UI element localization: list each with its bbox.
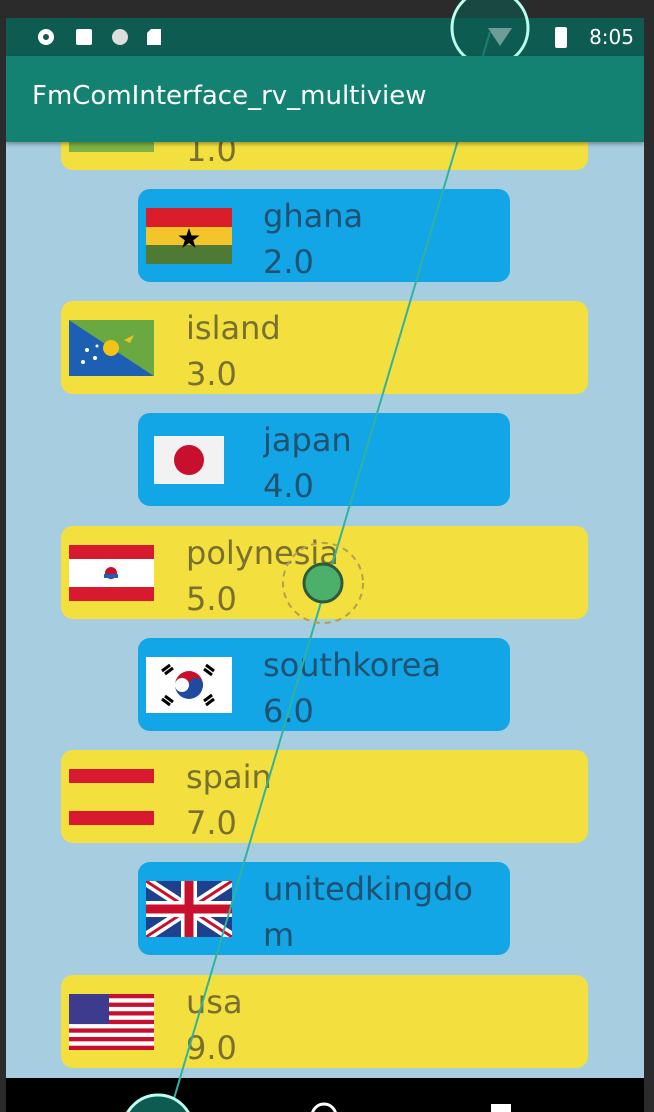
item-name: usa [186,983,243,1021]
item-value: 2.0 [263,243,314,281]
recycler-list: 1.0 ghana 2.0 island 3.0 japan 4.0 polynesi… [6,142,644,1078]
flag [146,881,232,937]
item-value: 9.0 [186,1029,237,1067]
status-bar: 8:05 [6,18,644,56]
item-name: southkorea [263,646,442,684]
flag [69,320,154,376]
list-item[interactable]: usa 9.0 [61,975,588,1068]
list-item[interactable]: unitedkingdom8.0 [138,862,510,955]
list-item[interactable]: ghana 2.0 [138,189,510,282]
item-value: 6.0 [263,692,314,730]
flag [146,657,232,713]
screen: 8:05 FmComInterface_rv_multiview 1.0 gha… [6,18,644,1112]
nav-icons [311,1102,511,1112]
app-title: FmComInterface_rv_multiview [32,81,427,111]
item-name: polynesia [186,534,339,572]
list-item[interactable]: japan 4.0 [138,413,510,506]
list-item[interactable]: spain 7.0 [61,750,588,843]
flag [69,545,154,601]
flag [154,436,224,484]
item-name: spain [186,758,272,796]
list-item[interactable]: southkorea 6.0 [138,638,510,731]
item-value: 7.0 [186,804,237,842]
list-item[interactable]: polynesia 5.0 [61,526,588,619]
item-name: unitedkingdom [263,870,473,954]
navigation-bar [6,1078,644,1112]
app-bar: FmComInterface_rv_multiview [6,56,644,142]
flag [69,994,154,1050]
item-name: island [186,309,281,347]
flag [146,208,232,264]
status-icons [38,29,161,45]
list-item[interactable]: island 3.0 [61,301,588,394]
item-value: 5.0 [186,580,237,618]
status-right-icons [488,27,567,48]
item-value: 4.0 [263,467,314,505]
item-name: japan [263,421,352,459]
flag [69,769,154,825]
item-name: ghana [263,197,364,235]
item-value: 1.0 [186,142,237,169]
flag [69,142,154,152]
list-item[interactable]: 1.0 [61,142,588,170]
clock: 8:05 [589,25,634,49]
item-value: 3.0 [186,355,237,393]
